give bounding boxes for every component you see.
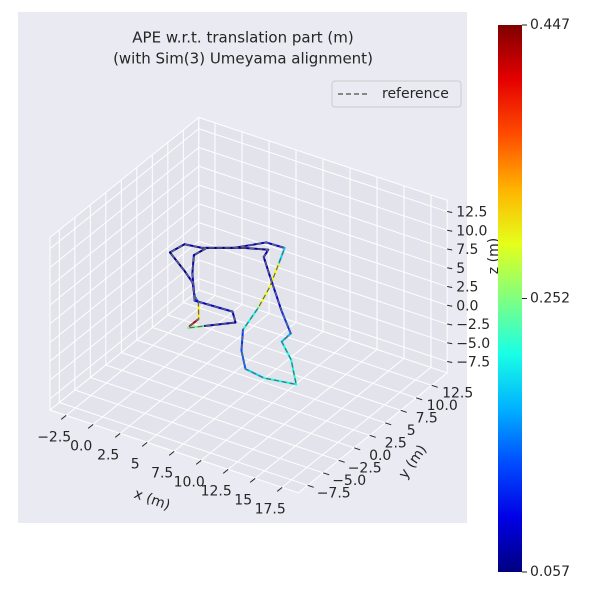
chart-title: APE w.r.t. translation part (m) xyxy=(132,29,353,47)
x-tick-label: 7.5 xyxy=(151,465,173,481)
chart-title: (with Sim(3) Umeyama alignment) xyxy=(113,50,373,68)
x-tick-label: 17.5 xyxy=(255,501,286,517)
z-tick-label: 0.0 xyxy=(456,298,478,314)
x-tick-label: 5 xyxy=(131,456,140,472)
z-tick-label: −7.5 xyxy=(456,355,490,371)
y-tick-label: 5 xyxy=(407,423,416,439)
y-tick-label: 12.5 xyxy=(442,385,473,401)
z-tick-label: 10.0 xyxy=(456,223,487,239)
z-tick-label: −5.0 xyxy=(456,336,490,352)
y-tick-label: 2.5 xyxy=(385,435,407,451)
z-tick-label: 7.5 xyxy=(456,242,478,258)
colorbar-tick-label: 0.447 xyxy=(530,17,570,33)
colorbar xyxy=(498,25,522,572)
z-tick-label: 12.5 xyxy=(456,205,487,221)
colorbar-tick-label: 0.057 xyxy=(530,564,570,580)
colorbar-tick-label: 0.252 xyxy=(530,291,570,307)
z-tick-label: −2.5 xyxy=(456,317,490,333)
legend-label: reference xyxy=(382,86,449,102)
x-tick-label: 0.0 xyxy=(70,438,92,454)
x-tick-label: 15 xyxy=(234,492,252,508)
z-tick-label: 2.5 xyxy=(456,280,478,296)
x-tick-label: −2.5 xyxy=(37,429,71,445)
x-tick-label: 12.5 xyxy=(201,483,232,499)
x-tick-label: 2.5 xyxy=(97,447,119,463)
z-tick-label: 5 xyxy=(456,261,465,277)
